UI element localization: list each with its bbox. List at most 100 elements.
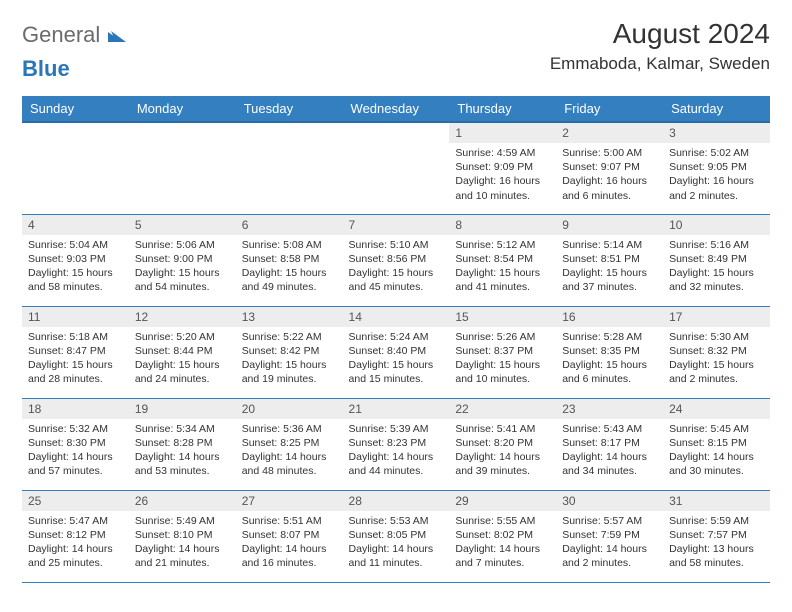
day-number: 11 [22,307,129,327]
day-number: 12 [129,307,236,327]
daylight-text-2: and 15 minutes. [349,372,444,386]
daylight-text-2: and 45 minutes. [349,280,444,294]
day-content: Sunrise: 5:06 AMSunset: 9:00 PMDaylight:… [129,235,236,300]
daylight-text-2: and 41 minutes. [455,280,550,294]
sunrise-text: Sunrise: 5:02 AM [669,146,764,160]
daylight-text-1: Daylight: 14 hours [455,542,550,556]
daylight-text-1: Daylight: 14 hours [242,542,337,556]
day-content: Sunrise: 5:32 AMSunset: 8:30 PMDaylight:… [22,419,129,484]
sunset-text: Sunset: 8:25 PM [242,436,337,450]
calendar-cell: 19Sunrise: 5:34 AMSunset: 8:28 PMDayligh… [129,398,236,490]
daylight-text-1: Daylight: 15 hours [562,358,657,372]
day-content: Sunrise: 5:53 AMSunset: 8:05 PMDaylight:… [343,511,450,576]
logo-blue-text: Blue [22,56,70,81]
sunrise-text: Sunrise: 5:30 AM [669,330,764,344]
daylight-text-1: Daylight: 15 hours [242,358,337,372]
weekday-header-row: SundayMondayTuesdayWednesdayThursdayFrid… [22,96,770,122]
daylight-text-1: Daylight: 16 hours [562,174,657,188]
sunset-text: Sunset: 8:28 PM [135,436,230,450]
calendar-week-row: 1Sunrise: 4:59 AMSunset: 9:09 PMDaylight… [22,122,770,214]
day-content: Sunrise: 5:18 AMSunset: 8:47 PMDaylight:… [22,327,129,392]
day-content: Sunrise: 5:04 AMSunset: 9:03 PMDaylight:… [22,235,129,300]
day-number: 18 [22,399,129,419]
sunset-text: Sunset: 8:15 PM [669,436,764,450]
daylight-text-2: and 2 minutes. [669,189,764,203]
day-number: 15 [449,307,556,327]
calendar-week-row: 18Sunrise: 5:32 AMSunset: 8:30 PMDayligh… [22,398,770,490]
day-number: 31 [663,491,770,511]
calendar-cell: 28Sunrise: 5:53 AMSunset: 8:05 PMDayligh… [343,490,450,582]
daylight-text-1: Daylight: 15 hours [455,358,550,372]
sunset-text: Sunset: 8:32 PM [669,344,764,358]
day-content: Sunrise: 5:16 AMSunset: 8:49 PMDaylight:… [663,235,770,300]
calendar-cell: 31Sunrise: 5:59 AMSunset: 7:57 PMDayligh… [663,490,770,582]
day-content: Sunrise: 5:14 AMSunset: 8:51 PMDaylight:… [556,235,663,300]
calendar-cell: 9Sunrise: 5:14 AMSunset: 8:51 PMDaylight… [556,214,663,306]
sunset-text: Sunset: 9:07 PM [562,160,657,174]
daylight-text-1: Daylight: 14 hours [135,450,230,464]
daylight-text-2: and 30 minutes. [669,464,764,478]
calendar-cell: 5Sunrise: 5:06 AMSunset: 9:00 PMDaylight… [129,214,236,306]
calendar-cell [236,122,343,214]
day-content: Sunrise: 5:43 AMSunset: 8:17 PMDaylight:… [556,419,663,484]
sunset-text: Sunset: 9:03 PM [28,252,123,266]
calendar-page: General Blue August 2024 Emmaboda, Kalma… [0,0,792,593]
calendar-cell: 10Sunrise: 5:16 AMSunset: 8:49 PMDayligh… [663,214,770,306]
sunrise-text: Sunrise: 5:20 AM [135,330,230,344]
sunrise-text: Sunrise: 5:12 AM [455,238,550,252]
day-number: 28 [343,491,450,511]
daylight-text-2: and 6 minutes. [562,372,657,386]
sunset-text: Sunset: 8:35 PM [562,344,657,358]
day-number: 24 [663,399,770,419]
day-content: Sunrise: 5:10 AMSunset: 8:56 PMDaylight:… [343,235,450,300]
sunset-text: Sunset: 8:05 PM [349,528,444,542]
sunset-text: Sunset: 8:56 PM [349,252,444,266]
sunrise-text: Sunrise: 5:00 AM [562,146,657,160]
sunset-text: Sunset: 8:54 PM [455,252,550,266]
calendar-cell: 24Sunrise: 5:45 AMSunset: 8:15 PMDayligh… [663,398,770,490]
weekday-header: Saturday [663,96,770,122]
day-content: Sunrise: 5:30 AMSunset: 8:32 PMDaylight:… [663,327,770,392]
daylight-text-1: Daylight: 16 hours [669,174,764,188]
day-content: Sunrise: 5:28 AMSunset: 8:35 PMDaylight:… [556,327,663,392]
day-number: 17 [663,307,770,327]
day-content: Sunrise: 5:00 AMSunset: 9:07 PMDaylight:… [556,143,663,208]
daylight-text-2: and 58 minutes. [669,556,764,570]
calendar-cell [22,122,129,214]
calendar-week-row: 11Sunrise: 5:18 AMSunset: 8:47 PMDayligh… [22,306,770,398]
daylight-text-1: Daylight: 15 hours [562,266,657,280]
day-content: Sunrise: 5:24 AMSunset: 8:40 PMDaylight:… [343,327,450,392]
calendar-cell: 27Sunrise: 5:51 AMSunset: 8:07 PMDayligh… [236,490,343,582]
calendar-cell: 29Sunrise: 5:55 AMSunset: 8:02 PMDayligh… [449,490,556,582]
sunrise-text: Sunrise: 5:18 AM [28,330,123,344]
day-content: Sunrise: 5:08 AMSunset: 8:58 PMDaylight:… [236,235,343,300]
daylight-text-1: Daylight: 14 hours [349,542,444,556]
day-content: Sunrise: 5:55 AMSunset: 8:02 PMDaylight:… [449,511,556,576]
daylight-text-1: Daylight: 14 hours [28,542,123,556]
day-number: 13 [236,307,343,327]
sunrise-text: Sunrise: 5:47 AM [28,514,123,528]
sunset-text: Sunset: 9:09 PM [455,160,550,174]
calendar-cell: 3Sunrise: 5:02 AMSunset: 9:05 PMDaylight… [663,122,770,214]
day-number: 23 [556,399,663,419]
day-content: Sunrise: 5:49 AMSunset: 8:10 PMDaylight:… [129,511,236,576]
calendar-cell: 11Sunrise: 5:18 AMSunset: 8:47 PMDayligh… [22,306,129,398]
sunrise-text: Sunrise: 5:08 AM [242,238,337,252]
sunrise-text: Sunrise: 4:59 AM [455,146,550,160]
daylight-text-2: and 6 minutes. [562,189,657,203]
daylight-text-1: Daylight: 15 hours [135,358,230,372]
day-content: Sunrise: 4:59 AMSunset: 9:09 PMDaylight:… [449,143,556,208]
day-number: 21 [343,399,450,419]
sunset-text: Sunset: 7:59 PM [562,528,657,542]
sunrise-text: Sunrise: 5:34 AM [135,422,230,436]
sunset-text: Sunset: 8:47 PM [28,344,123,358]
daylight-text-2: and 10 minutes. [455,189,550,203]
calendar-cell: 12Sunrise: 5:20 AMSunset: 8:44 PMDayligh… [129,306,236,398]
sunrise-text: Sunrise: 5:24 AM [349,330,444,344]
day-content: Sunrise: 5:57 AMSunset: 7:59 PMDaylight:… [556,511,663,576]
sunrise-text: Sunrise: 5:26 AM [455,330,550,344]
calendar-cell: 6Sunrise: 5:08 AMSunset: 8:58 PMDaylight… [236,214,343,306]
calendar-cell: 8Sunrise: 5:12 AMSunset: 8:54 PMDaylight… [449,214,556,306]
daylight-text-2: and 37 minutes. [562,280,657,294]
weekday-header: Tuesday [236,96,343,122]
